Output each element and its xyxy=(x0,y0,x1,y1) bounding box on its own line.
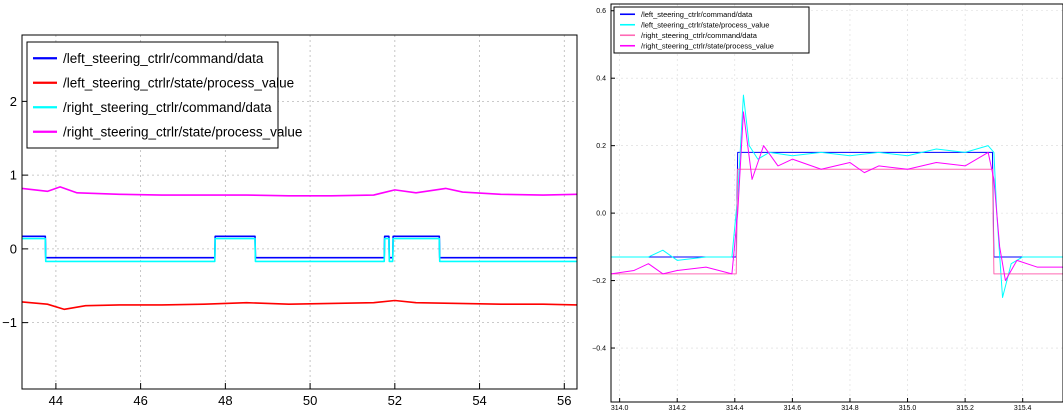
legend-label: /left_steering_ctrlr/command/data xyxy=(641,10,753,19)
x-tick-label: 52 xyxy=(388,393,402,408)
legend-label: /right_steering_ctrlr/command/data xyxy=(641,31,758,40)
x-tick-label: 44 xyxy=(49,393,63,408)
y-tick-label: −0.4 xyxy=(592,345,606,352)
x-tick-label: 54 xyxy=(472,393,486,408)
y-tick-label: −1 xyxy=(2,315,17,330)
right-chart-panel: 314.0 314.2 314.4 314.6 314.8 315.0 315.2 315.4… xyxy=(585,0,1063,412)
left-chart-panel: 44 46 48 50 52 54 56 2 1 0 −1/left_steering_ctrlr/… xyxy=(2,34,578,408)
x-tick-label: 314.2 xyxy=(668,405,686,412)
plot-frame xyxy=(610,3,1063,403)
series-line-1 xyxy=(611,151,1063,258)
y-tick-label: 2 xyxy=(10,94,17,109)
y-tick-label: 1 xyxy=(10,168,17,183)
x-tick-label: 46 xyxy=(133,393,147,408)
legend-label: /right_steering_ctrlr/state/process_valu… xyxy=(63,124,302,139)
y-tick-label: 0 xyxy=(10,241,17,256)
x-tick-label: 315.4 xyxy=(1014,405,1032,412)
series-line-4 xyxy=(21,186,578,197)
left-chart: 44 46 48 50 52 54 56 2 1 0 −1/left_steering_ctrlr/… xyxy=(2,34,578,408)
legend-label: /right_steering_ctrlr/state/process_valu… xyxy=(641,41,774,50)
x-tick-label: 315.2 xyxy=(956,405,974,412)
series-line-3 xyxy=(22,237,577,263)
legend-label: /left_steering_ctrlr/command/data xyxy=(63,51,264,66)
series-line-4 xyxy=(610,111,1063,282)
y-tick-label: 0.2 xyxy=(596,143,606,150)
x-tick-label: 314.6 xyxy=(784,405,802,412)
series-line-3 xyxy=(611,168,1063,275)
x-tick-label: 50 xyxy=(303,393,317,408)
legend-label: /right_steering_ctrlr/command/data xyxy=(63,100,272,115)
x-tick-label: 314.0 xyxy=(611,405,629,412)
series-line-1 xyxy=(22,235,577,259)
series-line-2 xyxy=(21,299,578,311)
legend-label: /left_steering_ctrlr/state/process_value xyxy=(641,20,769,29)
y-tick-label: 0.4 xyxy=(596,76,606,83)
y-tick-label: −0.2 xyxy=(592,278,606,285)
legend-box xyxy=(26,41,279,149)
x-tick-label: 56 xyxy=(557,393,571,408)
plot-frame xyxy=(21,34,578,390)
x-tick-label: 314.4 xyxy=(726,405,744,412)
x-tick-label: 314.8 xyxy=(841,405,859,412)
x-tick-label: 48 xyxy=(218,393,232,408)
legend-label: /left_steering_ctrlr/state/process_value xyxy=(63,75,294,90)
y-tick-label: 0.0 xyxy=(596,211,606,218)
legend-box xyxy=(613,6,810,54)
y-tick-label: 0.6 xyxy=(596,8,606,15)
x-tick-label: 315.0 xyxy=(899,405,917,412)
right-chart: 314.0 314.2 314.4 314.6 314.8 315.0 315.2 315.4… xyxy=(592,3,1063,412)
